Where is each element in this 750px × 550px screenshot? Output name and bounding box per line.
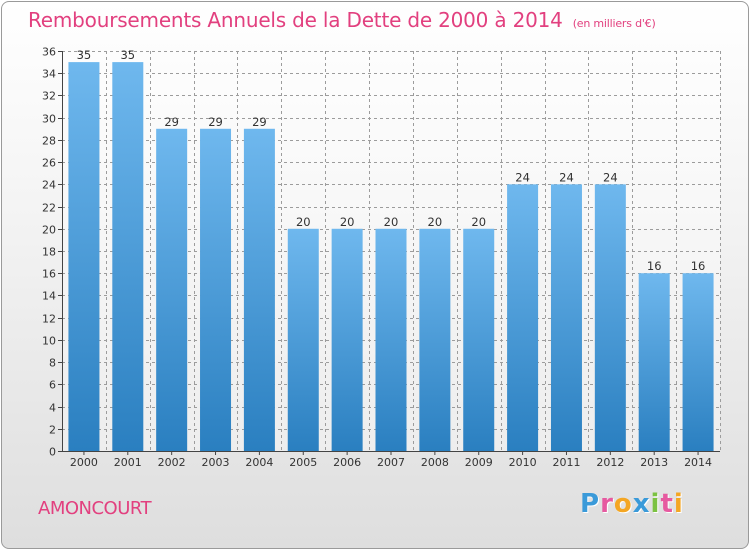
y-tick-label: 12 — [42, 313, 56, 326]
y-tick-label: 22 — [42, 202, 56, 215]
logo-letter: t — [660, 489, 674, 519]
data-label: 35 — [77, 48, 92, 62]
x-tick-label: 2005 — [289, 456, 317, 469]
town-name: AMONCOURT — [38, 498, 152, 519]
data-label: 29 — [208, 115, 223, 129]
data-label: 24 — [603, 170, 618, 184]
bar-2000 — [68, 62, 100, 451]
logo-letter: i — [673, 489, 684, 519]
bar-2004 — [243, 128, 275, 451]
bar-2010 — [507, 184, 539, 452]
data-label: 29 — [164, 115, 179, 129]
y-tick-label: 8 — [49, 357, 56, 370]
y-tick-label: 32 — [42, 90, 56, 103]
y-tick-label: 16 — [42, 268, 56, 281]
bar-2005 — [287, 228, 319, 451]
y-tick-label: 6 — [49, 379, 56, 392]
y-tick-label: 10 — [42, 335, 56, 348]
x-tick-label: 2003 — [202, 456, 230, 469]
data-label: 20 — [428, 215, 443, 229]
bar-2014 — [682, 273, 714, 451]
data-label: 29 — [252, 115, 267, 129]
data-label: 20 — [471, 215, 486, 229]
x-tick-label: 2010 — [509, 456, 537, 469]
x-tick-label: 2011 — [552, 456, 580, 469]
bar-2002 — [156, 128, 188, 451]
bar-2012 — [594, 184, 626, 452]
chart-title-text: Remboursements Annuels de la Dette de 20… — [28, 8, 563, 32]
y-tick-label: 24 — [42, 179, 56, 192]
logo-letter: i — [650, 489, 661, 519]
data-label: 20 — [384, 215, 399, 229]
proxiti-logo: Proxiti — [580, 489, 684, 519]
x-tick-label: 2001 — [114, 456, 142, 469]
x-tick-label: 2013 — [640, 456, 668, 469]
logo-letter: P — [580, 489, 601, 519]
y-tick-label: 28 — [42, 135, 56, 148]
data-label: 16 — [691, 259, 706, 273]
data-label: 35 — [120, 48, 135, 62]
y-tick-label: 34 — [42, 68, 56, 81]
bar-2008 — [419, 228, 451, 451]
y-tick-label: 36 — [42, 46, 56, 59]
x-tick-label: 2004 — [245, 456, 273, 469]
x-tick-label: 2002 — [158, 456, 186, 469]
x-tick-label: 2009 — [465, 456, 493, 469]
y-tick-label: 30 — [42, 113, 56, 126]
y-tick-label: 26 — [42, 157, 56, 170]
y-tick-label: 20 — [42, 224, 56, 237]
logo-letter: o — [613, 489, 633, 519]
bar-2013 — [638, 273, 670, 451]
logo-letter: x — [632, 489, 651, 519]
chart-subtitle: (en milliers d'€) — [572, 17, 656, 30]
data-label: 20 — [296, 215, 311, 229]
data-label: 20 — [340, 215, 355, 229]
x-tick-label: 2006 — [333, 456, 361, 469]
data-label: 24 — [515, 170, 530, 184]
chart-title: Remboursements Annuels de la Dette de 20… — [28, 8, 656, 32]
x-tick-label: 2012 — [596, 456, 624, 469]
data-label: 24 — [559, 170, 574, 184]
bar-2001 — [112, 62, 144, 451]
bar-2006 — [331, 228, 363, 451]
y-tick-label: 0 — [49, 446, 56, 459]
bar-2009 — [463, 228, 495, 451]
bar-2007 — [375, 228, 407, 451]
y-tick-label: 2 — [49, 424, 56, 437]
y-tick-label: 4 — [49, 402, 56, 415]
x-tick-label: 2007 — [377, 456, 405, 469]
logo-letter: r — [600, 489, 614, 519]
bar-2011 — [550, 184, 582, 452]
x-tick-label: 2008 — [421, 456, 449, 469]
y-tick-label: 18 — [42, 246, 56, 259]
x-tick-label: 2000 — [70, 456, 98, 469]
y-tick-label: 14 — [42, 290, 56, 303]
x-tick-label: 2014 — [684, 456, 712, 469]
bar-2003 — [200, 128, 232, 451]
data-label: 16 — [647, 259, 662, 273]
